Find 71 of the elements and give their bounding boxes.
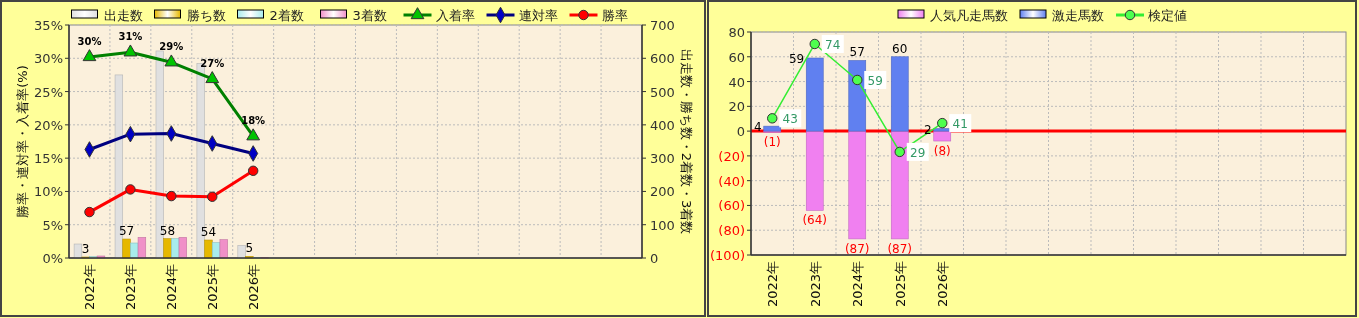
y-tick-label: 20 bbox=[728, 99, 745, 115]
y2-tick-label: 700 bbox=[650, 18, 675, 33]
legend-label: 勝ち数 bbox=[186, 8, 226, 23]
data-label: 54 bbox=[200, 225, 217, 240]
data-label: (87) bbox=[887, 241, 913, 256]
y-tick-label: 35% bbox=[34, 18, 63, 33]
data-label: (1) bbox=[763, 135, 781, 150]
y2-tick-label: 400 bbox=[650, 117, 675, 133]
y-tick-label: 0% bbox=[42, 251, 63, 266]
x-tick-label: 2022年 bbox=[765, 261, 781, 308]
y-tick-label: 10% bbox=[34, 184, 63, 200]
y-tick-label: (40) bbox=[718, 173, 745, 189]
y-tick-label: 15% bbox=[34, 151, 63, 167]
data-label: 58 bbox=[159, 223, 176, 238]
y-tick-label: 0 bbox=[736, 124, 745, 140]
y-axis-title: 勝率・連対率・入着率(%) bbox=[15, 65, 30, 218]
legend-label: 人気凡走馬数 bbox=[930, 8, 1008, 23]
x-tick-label: 2026年 bbox=[935, 261, 951, 308]
data-label: 18% bbox=[241, 115, 266, 127]
y2-tick-label: 200 bbox=[650, 184, 675, 200]
legend-label: 3着数 bbox=[352, 8, 387, 23]
y-tick-label: 25% bbox=[34, 84, 63, 100]
x-tick-label: 2023年 bbox=[123, 264, 139, 311]
data-label: 41 bbox=[952, 117, 968, 132]
data-label: 30% bbox=[77, 35, 102, 47]
x-tick-label: 2026年 bbox=[246, 264, 262, 311]
legend-label: 2着数 bbox=[269, 8, 304, 23]
data-label: 3 bbox=[81, 242, 90, 256]
y-tick-label: 30% bbox=[34, 51, 63, 67]
y-tick-label: 5% bbox=[42, 217, 63, 233]
legend-label: 出走数 bbox=[103, 8, 143, 23]
y-tick-label: (60) bbox=[718, 198, 745, 214]
y2-tick-label: 100 bbox=[650, 217, 675, 233]
x-tick-label: 2025年 bbox=[205, 264, 221, 311]
legend-label: 勝率 bbox=[601, 8, 628, 23]
y2-axis-title: 出走数・勝ち数・2着数・3着数 bbox=[679, 48, 694, 235]
data-label: 43 bbox=[782, 112, 798, 127]
data-label: 57 bbox=[849, 45, 865, 60]
data-label: 59 bbox=[867, 73, 883, 88]
y-tick-label: 40 bbox=[728, 74, 745, 90]
y-tick-label: 60 bbox=[728, 49, 745, 65]
legend-label: 激走馬数 bbox=[1052, 8, 1104, 23]
y-tick-label: (20) bbox=[718, 148, 745, 164]
y-tick-label: (100) bbox=[710, 248, 745, 263]
data-label: 57 bbox=[118, 224, 135, 239]
y2-tick-label: 500 bbox=[650, 84, 675, 100]
y2-tick-label: 0 bbox=[650, 251, 659, 266]
legend-label: 検定値 bbox=[1148, 8, 1187, 23]
y-tick-label: 80 bbox=[728, 25, 745, 40]
y-tick-label: (80) bbox=[718, 223, 745, 239]
y-tick-label: 20% bbox=[34, 117, 63, 133]
data-label: 31% bbox=[118, 31, 143, 43]
data-label: 60 bbox=[892, 41, 908, 56]
x-tick-label: 2022年 bbox=[82, 264, 98, 311]
legend-label: 連対率 bbox=[518, 8, 558, 23]
x-tick-label: 2025年 bbox=[892, 261, 908, 308]
legend-label: 入着率 bbox=[435, 8, 475, 23]
data-label: (64) bbox=[802, 213, 828, 228]
x-tick-label: 2024年 bbox=[164, 264, 180, 311]
x-tick-label: 2024年 bbox=[850, 261, 866, 308]
y2-tick-label: 300 bbox=[650, 151, 675, 167]
x-tick-label: 2023年 bbox=[807, 261, 823, 308]
data-label: (8) bbox=[933, 144, 951, 159]
data-label: 5 bbox=[245, 241, 254, 256]
data-label: 74 bbox=[825, 37, 841, 52]
data-label: 27% bbox=[200, 57, 225, 69]
data-label: 29% bbox=[159, 41, 184, 53]
y2-tick-label: 600 bbox=[650, 51, 675, 67]
data-label: 59 bbox=[788, 52, 805, 67]
data-label: (87) bbox=[844, 241, 870, 256]
data-label: 29 bbox=[910, 145, 926, 160]
